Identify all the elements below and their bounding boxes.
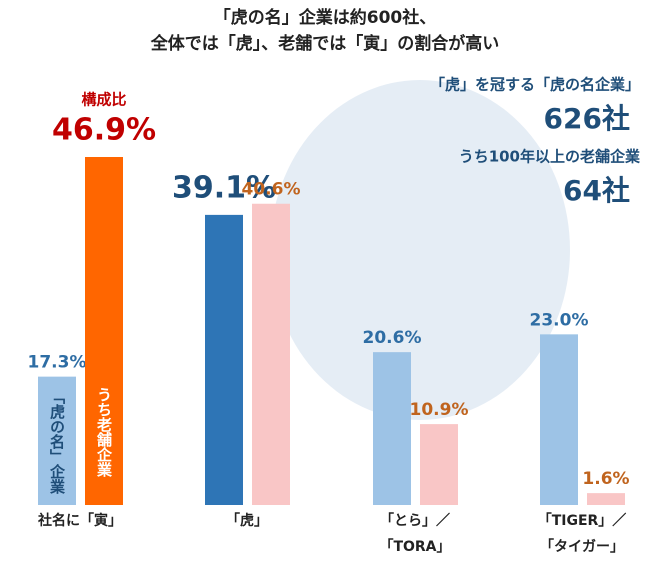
x-tick-label: 「TIGER」／: [538, 512, 627, 529]
x-tick-label: 「虎」: [226, 512, 268, 529]
data-label: 46.9%: [52, 113, 156, 148]
bar: [205, 214, 243, 506]
bar: [373, 352, 411, 505]
legend-label: 「虎の名」企業: [48, 389, 66, 495]
bar: [587, 493, 625, 505]
data-label: 20.6%: [363, 328, 422, 348]
annotation: 「虎」を冠する「虎の名企業」: [430, 76, 640, 94]
data-label: 10.9%: [410, 400, 469, 420]
annotation: 64社: [563, 174, 630, 207]
x-tick-label: 「タイガー」: [540, 538, 624, 555]
bar: [420, 424, 458, 505]
bar: [252, 203, 290, 506]
x-tick-label: 社名に「寅」: [37, 512, 122, 529]
chart-title: 全体では「虎」、老舗では「寅」の割合が高い: [150, 33, 500, 54]
chart-title: 「虎の名」企業は約600社、: [214, 7, 437, 28]
bar: [38, 376, 76, 505]
data-label: 1.6%: [582, 469, 629, 489]
legend-label: うち老舗企業: [95, 387, 113, 478]
data-label: 40.6%: [242, 180, 301, 200]
data-label: 23.0%: [530, 310, 589, 330]
annotation: 626社: [544, 102, 630, 135]
data-label: 17.3%: [28, 353, 87, 373]
tiger-background: [270, 80, 570, 420]
bar: [85, 157, 123, 505]
annotation: うち100年以上の老舗企業: [459, 148, 641, 166]
data-label: 39.1%: [172, 170, 276, 205]
annotation: 構成比: [81, 91, 126, 109]
x-tick-label: 「TORA」: [379, 538, 450, 555]
x-tick-label: 「とら」／: [380, 512, 450, 529]
bar: [540, 334, 578, 505]
